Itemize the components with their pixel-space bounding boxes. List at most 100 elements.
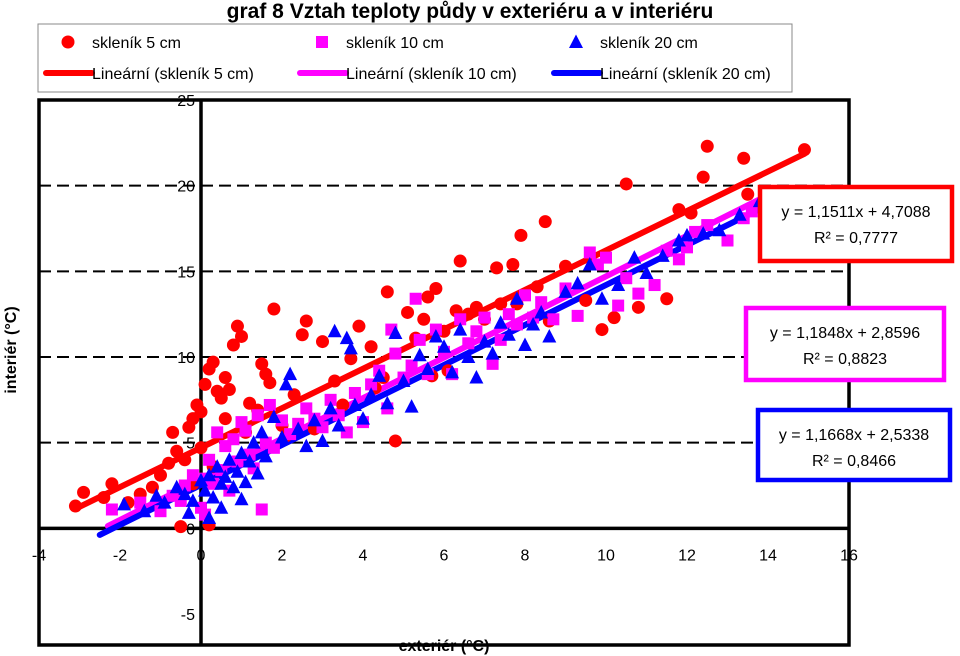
data-point-3 bbox=[226, 479, 241, 494]
data-points bbox=[68, 139, 811, 534]
data-point-2 bbox=[701, 219, 714, 232]
data-point-3 bbox=[157, 495, 172, 509]
data-point-3 bbox=[258, 448, 273, 463]
data-point-1 bbox=[287, 388, 301, 402]
data-point-3 bbox=[534, 304, 549, 319]
data-point-3 bbox=[420, 361, 435, 375]
data-point-2 bbox=[632, 287, 645, 300]
data-point-1 bbox=[619, 177, 633, 191]
data-point-3 bbox=[206, 489, 221, 504]
x-tick-label: 10 bbox=[597, 547, 615, 564]
equation-text-2: y = 1,1848x + 2,8596 bbox=[770, 325, 920, 342]
data-point-3 bbox=[611, 277, 626, 292]
data-point-3 bbox=[331, 418, 346, 432]
legend-label-2: skleník 10 cm bbox=[346, 35, 444, 52]
data-point-1 bbox=[388, 434, 402, 448]
data-point-3 bbox=[404, 399, 419, 413]
data-point-1 bbox=[506, 257, 520, 271]
data-point-3 bbox=[283, 366, 298, 381]
data-point-2 bbox=[620, 272, 633, 285]
x-tick-label: 2 bbox=[278, 547, 287, 564]
data-point-3 bbox=[169, 479, 184, 494]
data-point-3 bbox=[210, 459, 225, 473]
data-point-3 bbox=[461, 349, 476, 363]
x-tick-label: 6 bbox=[440, 547, 449, 564]
data-point-3 bbox=[339, 330, 354, 345]
chart-title: graf 8 Vztah teploty půdy v exteriéru a … bbox=[227, 0, 714, 23]
data-point-3 bbox=[214, 476, 229, 490]
data-point-1 bbox=[737, 151, 751, 165]
data-point-1 bbox=[336, 398, 350, 412]
data-point-3 bbox=[509, 291, 524, 305]
x-tick-label: 8 bbox=[521, 547, 530, 564]
data-point-2 bbox=[745, 205, 758, 218]
data-point-3 bbox=[117, 496, 132, 511]
y-tick-label: 0 bbox=[186, 521, 195, 538]
data-point-3 bbox=[732, 207, 747, 221]
data-point-2 bbox=[324, 393, 337, 406]
legend-label-3: skleník 20 cm bbox=[600, 35, 698, 52]
data-point-2 bbox=[519, 289, 531, 302]
y-tick-label: 20 bbox=[177, 179, 195, 196]
y-tick-label: 5 bbox=[186, 436, 195, 453]
data-point-2 bbox=[134, 496, 147, 509]
legend bbox=[37, 23, 793, 93]
data-point-3 bbox=[194, 472, 208, 487]
data-point-3 bbox=[242, 454, 257, 468]
data-point-3 bbox=[493, 315, 508, 329]
data-point-1 bbox=[255, 357, 269, 371]
data-point-3 bbox=[627, 250, 642, 264]
data-point-1 bbox=[352, 319, 366, 333]
data-point-1 bbox=[344, 352, 358, 366]
legend-trend-label-2: Lineární (skleník 10 cm) bbox=[346, 66, 517, 83]
data-point-3 bbox=[372, 368, 387, 382]
data-point-1 bbox=[214, 391, 228, 405]
data-point-2 bbox=[583, 246, 596, 259]
data-point-3 bbox=[323, 400, 338, 415]
data-point-3 bbox=[501, 327, 516, 341]
data-point-2 bbox=[300, 402, 313, 415]
data-point-1 bbox=[538, 215, 552, 229]
legend-marker-3 bbox=[569, 34, 583, 48]
data-point-2 bbox=[547, 313, 560, 326]
data-point-3 bbox=[639, 265, 654, 280]
data-point-1 bbox=[235, 329, 248, 343]
data-point-2 bbox=[535, 296, 548, 309]
data-point-2 bbox=[105, 503, 118, 516]
data-point-1 bbox=[178, 453, 192, 467]
data-point-3 bbox=[594, 291, 609, 305]
data-point-3 bbox=[343, 340, 358, 355]
y-tick-label: 10 bbox=[177, 350, 195, 367]
data-point-3 bbox=[246, 435, 261, 449]
equation-box-3 bbox=[755, 407, 953, 483]
data-point-2 bbox=[203, 453, 216, 466]
data-point-2 bbox=[462, 337, 475, 350]
legend-items: skleník 5 cm Lineární (skleník 5 cm) sklen… bbox=[43, 34, 771, 83]
equation-box-2 bbox=[743, 305, 947, 383]
data-point-1 bbox=[559, 259, 572, 273]
data-point-3 bbox=[428, 328, 443, 343]
data-point-3 bbox=[299, 438, 314, 453]
data-point-3 bbox=[218, 469, 233, 483]
r-squared-text-1: R² = 0,7777 bbox=[814, 230, 898, 247]
data-point-1 bbox=[295, 328, 309, 342]
data-point-1 bbox=[607, 311, 621, 325]
data-point-2 bbox=[227, 433, 240, 446]
data-point-1 bbox=[226, 338, 240, 352]
data-point-3 bbox=[485, 346, 500, 360]
equation-text-3: y = 1,1668x + 2,5338 bbox=[779, 427, 929, 444]
data-point-3 bbox=[526, 316, 541, 331]
data-point-2 bbox=[502, 308, 515, 321]
data-point-3 bbox=[347, 397, 362, 411]
data-point-1 bbox=[267, 302, 281, 316]
data-point-1 bbox=[631, 300, 645, 314]
data-point-1 bbox=[194, 441, 208, 455]
data-point-1 bbox=[328, 374, 342, 388]
data-point-1 bbox=[696, 170, 710, 184]
data-point-1 bbox=[514, 228, 528, 242]
data-point-2 bbox=[510, 318, 523, 331]
data-point-2 bbox=[178, 479, 191, 492]
data-point-2 bbox=[389, 347, 402, 360]
data-point-3 bbox=[275, 430, 289, 444]
